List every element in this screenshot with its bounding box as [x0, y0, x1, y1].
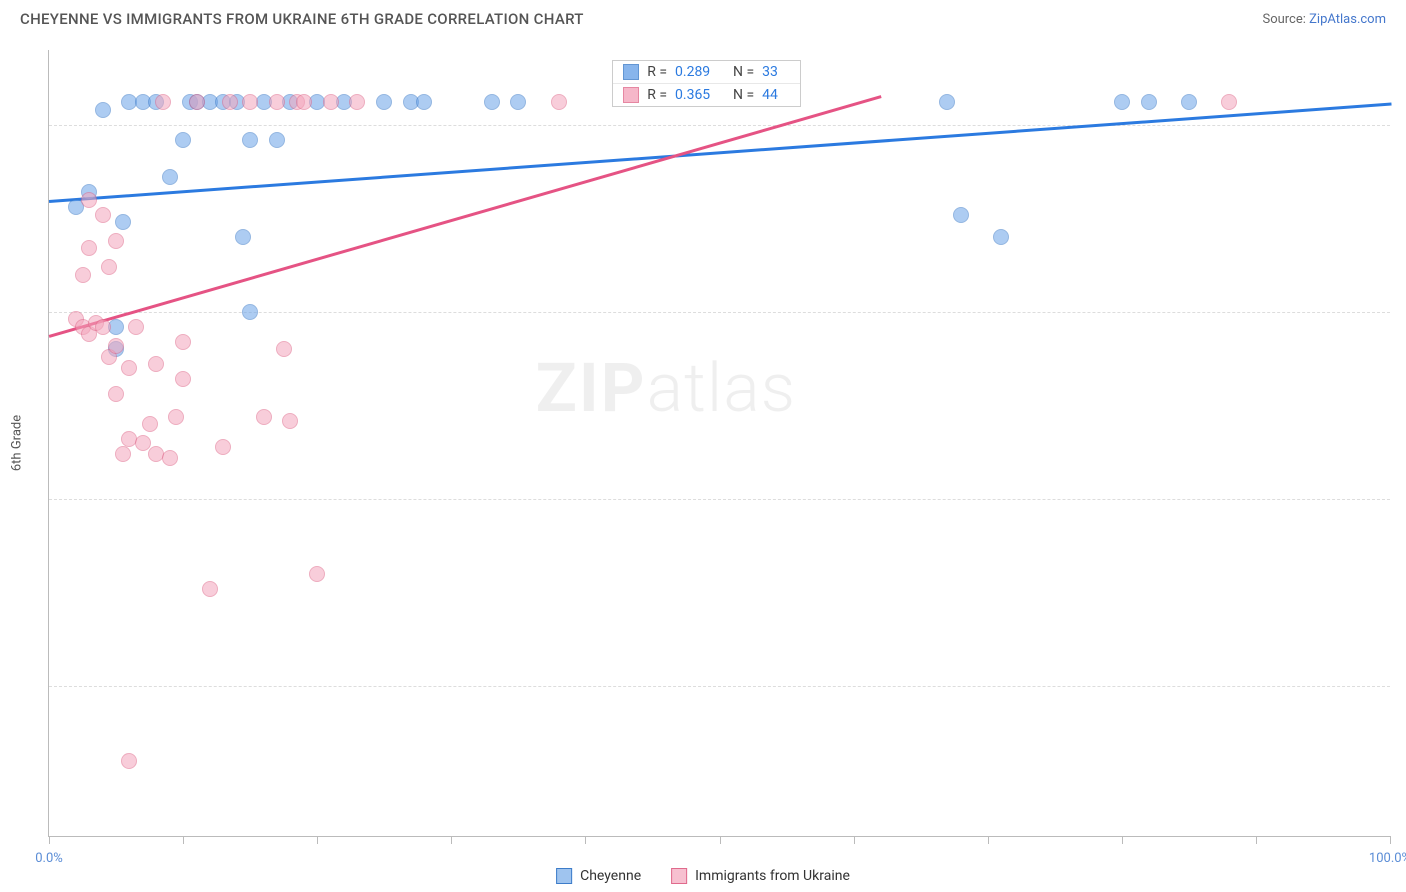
- chart-title: CHEYENNE VS IMMIGRANTS FROM UKRAINE 6TH …: [20, 10, 584, 28]
- data-point: [135, 435, 151, 451]
- data-point: [95, 319, 111, 335]
- data-point: [148, 356, 164, 372]
- data-point: [993, 229, 1009, 245]
- data-point: [155, 94, 171, 110]
- data-point: [242, 304, 258, 320]
- legend-swatch: [671, 868, 687, 884]
- data-point: [376, 94, 392, 110]
- data-point: [1141, 94, 1157, 110]
- data-point: [276, 341, 292, 357]
- data-point: [108, 338, 124, 354]
- bottom-legend: Cheyenne Immigrants from Ukraine: [556, 868, 850, 884]
- data-point: [215, 439, 231, 455]
- x-tick: [1256, 836, 1257, 844]
- data-point: [309, 566, 325, 582]
- x-tick: [988, 836, 989, 844]
- data-point: [175, 334, 191, 350]
- data-point: [416, 94, 432, 110]
- data-point: [168, 409, 184, 425]
- trendline: [49, 95, 882, 337]
- y-tick-label: 92.5%: [1400, 679, 1406, 694]
- y-tick-label: 95.0%: [1400, 492, 1406, 507]
- legend-swatch: [623, 87, 639, 103]
- y-tick-label: 97.5%: [1400, 304, 1406, 319]
- x-tick-label: 0.0%: [35, 851, 63, 866]
- watermark: ZIPatlas: [536, 348, 797, 428]
- source-link[interactable]: ZipAtlas.com: [1309, 12, 1386, 27]
- x-tick-label: 100.0%: [1369, 851, 1406, 866]
- data-point: [142, 416, 158, 432]
- trendline: [49, 102, 1391, 202]
- data-point: [175, 371, 191, 387]
- data-point: [323, 94, 339, 110]
- x-tick: [183, 836, 184, 844]
- legend-stats-row: R =0.365N =44: [613, 83, 800, 106]
- data-point: [282, 413, 298, 429]
- legend-stats-row: R =0.289N =33: [613, 61, 800, 83]
- data-point: [189, 94, 205, 110]
- y-tick-label: 100.0%: [1400, 117, 1406, 132]
- data-point: [953, 207, 969, 223]
- data-point: [1181, 94, 1197, 110]
- source-attribution: Source: ZipAtlas.com: [1262, 12, 1386, 27]
- data-point: [162, 169, 178, 185]
- legend-swatch: [556, 868, 572, 884]
- x-tick: [49, 836, 50, 844]
- data-point: [242, 132, 258, 148]
- data-point: [551, 94, 567, 110]
- data-point: [484, 94, 500, 110]
- x-tick: [451, 836, 452, 844]
- x-tick: [854, 836, 855, 844]
- data-point: [235, 229, 251, 245]
- data-point: [115, 446, 131, 462]
- data-point: [269, 132, 285, 148]
- data-point: [269, 94, 285, 110]
- data-point: [121, 360, 137, 376]
- data-point: [510, 94, 526, 110]
- data-point: [202, 581, 218, 597]
- data-point: [128, 319, 144, 335]
- data-point: [101, 259, 117, 275]
- data-point: [1114, 94, 1130, 110]
- data-point: [75, 267, 91, 283]
- bottom-legend-item: Cheyenne: [556, 868, 641, 884]
- legend-label: Cheyenne: [580, 868, 641, 884]
- x-tick: [1122, 836, 1123, 844]
- data-point: [81, 240, 97, 256]
- data-point: [1221, 94, 1237, 110]
- data-point: [108, 386, 124, 402]
- y-axis-label: 6th Grade: [10, 415, 25, 471]
- data-point: [162, 450, 178, 466]
- data-point: [296, 94, 312, 110]
- data-point: [121, 753, 137, 769]
- data-point: [349, 94, 365, 110]
- x-tick: [1390, 836, 1391, 844]
- legend-swatch: [623, 64, 639, 80]
- data-point: [115, 214, 131, 230]
- data-point: [222, 94, 238, 110]
- bottom-legend-item: Immigrants from Ukraine: [671, 868, 850, 884]
- data-point: [939, 94, 955, 110]
- gridline: [49, 125, 1390, 126]
- data-point: [95, 207, 111, 223]
- data-point: [95, 102, 111, 118]
- data-point: [175, 132, 191, 148]
- x-tick: [317, 836, 318, 844]
- data-point: [81, 192, 97, 208]
- legend-stats-box: R =0.289N =33R =0.365N =44: [612, 60, 801, 107]
- legend-label: Immigrants from Ukraine: [695, 868, 850, 884]
- data-point: [108, 233, 124, 249]
- gridline: [49, 499, 1390, 500]
- data-point: [256, 409, 272, 425]
- gridline: [49, 686, 1390, 687]
- data-point: [242, 94, 258, 110]
- correlation-chart: 6th Grade ZIPatlas R =0.289N =33R =0.365…: [48, 50, 1390, 837]
- x-tick: [720, 836, 721, 844]
- x-tick: [585, 836, 586, 844]
